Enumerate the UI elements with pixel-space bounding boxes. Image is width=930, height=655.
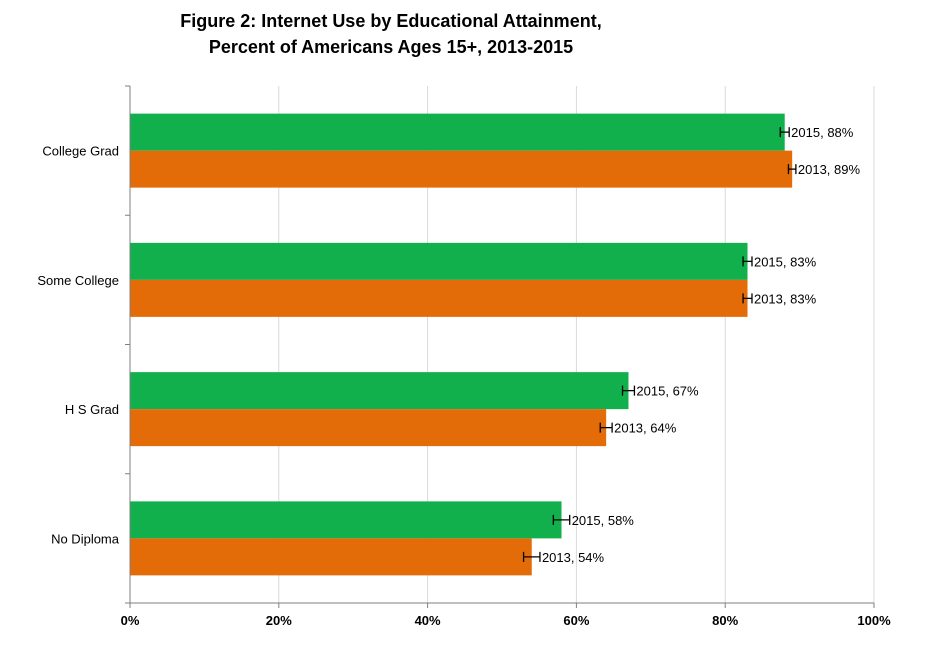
error-bar-2013-0 xyxy=(787,164,797,175)
chart-title-line-1: Figure 2: Internet Use by Educational At… xyxy=(180,11,601,31)
category-label-2: H S Grad xyxy=(65,402,119,417)
category-label-0: College Grad xyxy=(42,144,119,159)
error-bar-2015-0 xyxy=(779,127,790,138)
data-label-2015-0: 2015, 88% xyxy=(791,125,854,140)
data-label-2013-2: 2013, 64% xyxy=(614,421,677,436)
x-tick-label-100: 100% xyxy=(857,613,891,628)
category-label-1: Some College xyxy=(37,273,119,288)
data-label-2015-1: 2015, 83% xyxy=(754,254,817,269)
bar-2013-2 xyxy=(130,409,607,447)
bar-2013-1 xyxy=(130,279,748,317)
bar-2015-3 xyxy=(130,501,562,539)
axes xyxy=(125,85,875,608)
chart-title-line-2: Percent of Americans Ages 15+, 2013-2015 xyxy=(209,37,573,57)
x-tick-label-60: 60% xyxy=(563,613,589,628)
bar-2015-0 xyxy=(130,113,785,151)
data-label-2013-3: 2013, 54% xyxy=(542,550,605,565)
bar-2015-2 xyxy=(130,372,629,410)
bars xyxy=(130,113,797,576)
error-bar-2015-3 xyxy=(552,514,571,525)
data-label-2015-2: 2015, 67% xyxy=(636,384,699,399)
error-bar-2015-1 xyxy=(742,256,753,267)
bar-2015-1 xyxy=(130,242,748,280)
bar-2013-3 xyxy=(130,538,532,576)
x-tick-label-20: 20% xyxy=(266,613,292,628)
error-bar-2015-2 xyxy=(621,385,636,396)
data-label-2015-3: 2015, 58% xyxy=(572,513,635,528)
error-bar-2013-2 xyxy=(599,422,613,433)
x-tick-label-80: 80% xyxy=(712,613,738,628)
error-bar-2013-1 xyxy=(742,293,753,304)
x-tick-label-40: 40% xyxy=(415,613,441,628)
data-label-2013-0: 2013, 89% xyxy=(798,162,861,177)
category-label-3: No Diploma xyxy=(51,531,120,546)
x-tick-label-0: 0% xyxy=(121,613,140,628)
labels: 2015, 88% 2013, 89% College Grad 2015, 83% 2… xyxy=(37,125,891,628)
data-label-2013-1: 2013, 83% xyxy=(754,291,817,306)
chart-title: Figure 2: Internet Use by Educational At… xyxy=(180,11,601,57)
bar-2013-0 xyxy=(130,150,793,188)
error-bar-2013-3 xyxy=(522,551,541,562)
